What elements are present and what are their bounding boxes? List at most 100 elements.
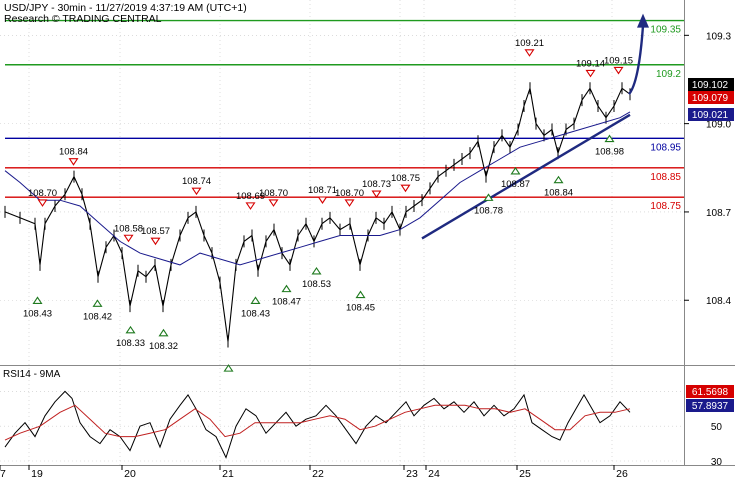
swing-high-label-13: 109.15: [604, 55, 633, 66]
price-layer: [4, 13, 649, 348]
swing-low-marker-8: [355, 290, 366, 299]
chart-title: USD/JPY - 30min - 11/27/2019 4:37:19 AM …: [4, 2, 247, 14]
swing-low-label-8: 108.45: [346, 303, 375, 314]
swing-high-label-1: 108.84: [59, 147, 88, 158]
swing-low-marker-4: [223, 364, 234, 372]
swing-high-label-0: 108.70: [28, 188, 57, 199]
swing-low-label-11: 108.84: [544, 188, 573, 199]
rsi-tag-1: 57.8937: [692, 401, 729, 412]
chart-copyright: Research © TRADING CENTRAL: [4, 13, 162, 25]
time-tick-label-21: 21: [222, 468, 234, 480]
swing-high-label-5: 108.69: [236, 191, 265, 202]
price-tick-label-1: 108.7: [706, 208, 731, 219]
time-tick-label-25: 25: [519, 468, 531, 480]
price-series-line: [4, 87, 631, 343]
swing-low-marker-5: [250, 296, 261, 304]
swing-low-marker-9: [483, 193, 494, 201]
rsi-panel-title: RSI14 - 9MA: [3, 369, 61, 380]
swing-low-marker-7: [311, 266, 322, 275]
swing-high-marker-3: [150, 237, 161, 246]
levels-layer: 109.35 109.2 108.95 108.85 108.75: [5, 19, 684, 212]
swing-low-label-12: 108.98: [595, 147, 624, 158]
rsi-tick-label-0: 30: [711, 457, 723, 468]
level-label-108.75: 108.75: [650, 201, 681, 212]
price-tag-1: 109.079: [692, 93, 729, 104]
swing-low-label-1: 108.42: [83, 311, 112, 322]
time-tick-label-24: 24: [428, 468, 440, 480]
swing-low-label-9: 108.78: [474, 205, 503, 216]
swing-low-marker-12: [604, 134, 615, 143]
swing-high-marker-11: [524, 49, 535, 57]
uptrend-line: [421, 113, 631, 240]
swing-low-marker-2: [125, 325, 136, 334]
swing-high-label-6: 108.70: [259, 188, 288, 199]
swing-markers-layer: 108.70108.84108.58108.57108.74108.69108.…: [23, 38, 633, 372]
rsi-tag-bg-1: [686, 399, 734, 412]
swing-high-marker-6: [268, 199, 279, 207]
swing-high-marker-8: [344, 199, 355, 207]
swing-low-label-6: 108.47: [272, 297, 301, 308]
grid-layer: [0, 0, 684, 465]
swing-low-label-0: 108.43: [23, 308, 52, 319]
swing-high-marker-5: [245, 202, 256, 210]
swing-low-label-3: 108.32: [149, 341, 178, 352]
target-arrow-shaft: [628, 25, 645, 95]
swing-low-marker-3: [158, 328, 169, 337]
swing-low-marker-0: [32, 296, 43, 304]
swing-high-marker-12: [585, 69, 596, 78]
swing-high-marker-2: [123, 234, 134, 243]
swing-high-label-8: 108.70: [335, 188, 364, 199]
rsi-line: [4, 390, 631, 459]
swing-high-label-9: 108.73: [362, 179, 391, 190]
time-tick-label-20: 20: [124, 468, 136, 480]
swing-low-label-2: 108.33: [116, 338, 145, 349]
swing-low-marker-10: [510, 166, 521, 175]
axis-layer: 108.4108.7109.0109.330507019202122232425…: [0, 31, 731, 480]
price-moving-average: [4, 111, 631, 266]
swing-high-marker-0: [37, 199, 48, 207]
time-tick-label-22: 22: [312, 468, 324, 480]
swing-high-label-10: 108.75: [391, 173, 420, 184]
price-tag-0: 109.102: [692, 80, 729, 91]
swing-high-marker-9: [371, 190, 382, 199]
rsi-tag-bg-0: [686, 385, 734, 398]
swing-high-marker-7: [317, 196, 328, 204]
price-tick-label-2: 109.0: [706, 120, 731, 131]
level-label-109.2: 109.2: [656, 69, 681, 80]
swing-high-marker-13: [613, 66, 624, 75]
swing-low-marker-6: [281, 284, 292, 293]
price-tags-layer: 109.102 109.079 109.021 61.5698 57.8937: [686, 78, 734, 412]
swing-high-label-11: 109.21: [515, 38, 544, 49]
swing-high-label-2: 108.58: [114, 223, 143, 234]
price-tag-bg-2: [688, 108, 734, 121]
rsi-tag-0: 61.5698: [692, 387, 729, 398]
swing-low-marker-1: [92, 299, 103, 307]
price-tag-bg-0: [688, 78, 734, 91]
level-label-108.85: 108.85: [650, 172, 681, 183]
swing-high-marker-4: [191, 187, 202, 196]
swing-low-marker-11: [553, 175, 564, 184]
swing-low-label-10: 108.87: [501, 179, 530, 190]
swing-high-label-7: 108.71: [308, 185, 337, 196]
rsi-layer: [4, 390, 631, 459]
price-tick-label-3: 109.3: [706, 31, 731, 42]
swing-high-label-3: 108.57: [141, 226, 170, 237]
swing-low-label-7: 108.53: [302, 279, 331, 290]
time-tick-label-26: 26: [616, 468, 628, 480]
level-label-109.35: 109.35: [650, 25, 681, 36]
time-tick-label-23: 23: [406, 468, 418, 480]
price-tag-2: 109.021: [692, 110, 729, 121]
time-tick-label-27: 27: [0, 468, 6, 480]
rsi-ma-line: [4, 404, 631, 441]
swing-high-label-12: 109.14: [576, 58, 605, 69]
swing-high-marker-1: [68, 158, 79, 166]
rsi-tick-label-1: 50: [711, 422, 723, 433]
price-tag-bg-1: [688, 91, 734, 104]
swing-low-label-5: 108.43: [241, 308, 270, 319]
price-tick-label-0: 108.4: [706, 296, 731, 307]
time-tick-label-19: 19: [31, 468, 43, 480]
level-label-108.95: 108.95: [650, 142, 681, 153]
swing-high-marker-10: [400, 184, 411, 193]
